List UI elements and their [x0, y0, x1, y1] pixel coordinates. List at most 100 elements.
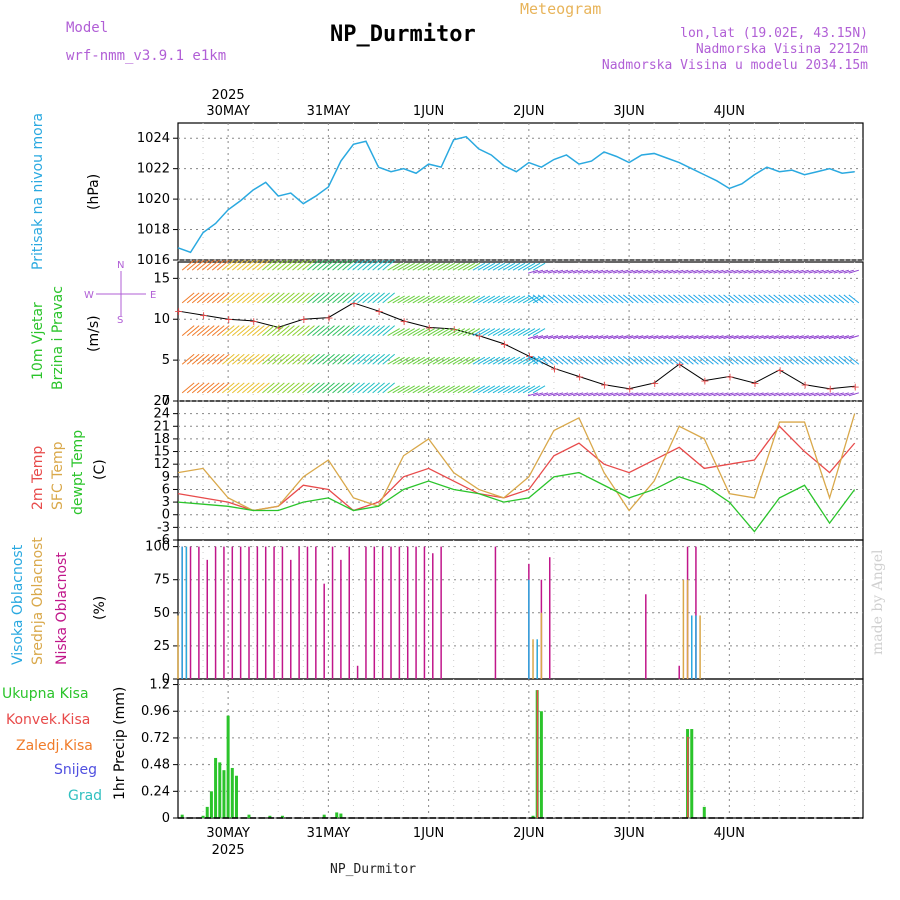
- wind-barb: [758, 335, 769, 340]
- wind-barb: [517, 385, 531, 394]
- wind-barb: [728, 335, 739, 340]
- wind-barb: [277, 353, 290, 365]
- wind-barb: [813, 335, 824, 340]
- wind-barb: [231, 353, 245, 365]
- temperature-ytick-label: 24: [153, 407, 170, 422]
- wind-barb: [698, 355, 709, 365]
- pressure-ytick-label: 1016: [137, 253, 170, 268]
- wind-barb: [337, 382, 350, 394]
- wind-barb: [778, 269, 789, 274]
- wind-barb: [367, 292, 380, 304]
- wind-barb: [552, 335, 564, 340]
- wind-barb: [688, 335, 699, 340]
- pressure-ytick-label: 1024: [137, 131, 170, 146]
- wind-barb: [317, 382, 330, 394]
- wind-barb: [673, 392, 684, 397]
- wind-barb: [527, 335, 539, 340]
- wind-barb: [221, 325, 235, 336]
- wind-barb: [532, 355, 544, 365]
- wind-barb: [617, 294, 629, 304]
- wind-barb: [482, 295, 496, 304]
- wind-barb: [708, 335, 719, 340]
- wind-barb: [302, 353, 315, 365]
- wind-barb: [247, 325, 260, 336]
- wind-barb: [322, 353, 335, 365]
- wind-barb: [573, 335, 584, 340]
- wind-barb: [527, 262, 541, 271]
- wind-barb: [613, 269, 624, 274]
- wind-barb: [236, 382, 250, 394]
- wind-barb: [567, 335, 579, 340]
- model-elevation: Nadmorska Visina u modelu 2034.15m: [601, 58, 868, 73]
- wind-barb: [267, 259, 280, 271]
- wind-barb: [287, 292, 300, 304]
- wind-barb: [292, 292, 305, 304]
- temperature-ytick-label: 9: [162, 470, 170, 485]
- temperature-ytick-label: -6: [157, 533, 170, 548]
- top-day-label: 3JUN: [613, 104, 644, 119]
- wind-barb: [598, 335, 609, 340]
- temp-2m-line: [177, 425, 856, 512]
- precip-ytick-label: 1.2: [149, 678, 170, 693]
- wind-barb: [287, 382, 300, 394]
- wind-barb: [392, 328, 405, 337]
- wind-barb: [377, 325, 390, 336]
- wind-barb: [267, 382, 280, 394]
- wind-barb: [833, 355, 845, 365]
- wind-barb: [522, 385, 536, 394]
- wind-barb: [262, 353, 275, 365]
- wind-barb: [462, 262, 476, 271]
- wind-barb: [181, 382, 195, 394]
- wind-gust-marker: +: [775, 364, 784, 377]
- wind-barb: [457, 295, 471, 304]
- wind-barb: [698, 335, 709, 340]
- wind-barb: [247, 259, 260, 271]
- wind-barb: [622, 294, 634, 304]
- wind-barb: [738, 269, 749, 274]
- wind-barb: [683, 355, 694, 365]
- wind-barb: [618, 269, 629, 274]
- wind-barb: [467, 262, 481, 271]
- cloud-unit: (%): [92, 596, 108, 620]
- wind-barb: [357, 292, 370, 304]
- wind-barb: [377, 292, 390, 304]
- temperature-ytick-label: 18: [153, 432, 170, 447]
- wind-barb: [422, 385, 436, 394]
- precip-total-bar: [201, 815, 205, 818]
- wind-barb: [713, 335, 724, 340]
- wind-barb: [653, 392, 664, 397]
- wind-barb: [221, 353, 235, 365]
- wind-barb: [603, 392, 614, 397]
- wind-barb: [798, 294, 810, 304]
- wind-barb: [527, 328, 541, 337]
- wind-barb: [597, 355, 609, 365]
- wind-barb: [618, 335, 629, 340]
- wind-barb: [387, 356, 400, 365]
- compass-icon: N S W E: [84, 260, 156, 326]
- wind-barb: [683, 269, 694, 274]
- wind-barb: [588, 269, 599, 274]
- wind-barb: [272, 382, 285, 394]
- compass-s: S: [117, 315, 123, 326]
- wind-barb: [537, 392, 549, 397]
- wind-barb: [412, 328, 425, 337]
- wind-barb: [477, 328, 491, 337]
- temp-sfc-line: [177, 413, 856, 512]
- wind-barb: [663, 269, 674, 274]
- wind-barb: [367, 353, 380, 365]
- wind-barb: [302, 292, 315, 304]
- precip-conv-bar: [687, 736, 689, 818]
- wind-gust-marker: +: [349, 297, 358, 310]
- wind-gust-marker: +: [750, 377, 759, 390]
- wind-barb: [216, 325, 230, 336]
- compass-n: N: [117, 260, 124, 271]
- wind-gust-marker: +: [450, 323, 459, 336]
- wind-barb: [753, 294, 764, 304]
- wind-barb: [688, 355, 699, 365]
- wind-barb: [437, 295, 451, 304]
- wind-barb: [216, 292, 230, 304]
- wind-barb: [186, 325, 200, 336]
- wind-barb: [407, 385, 420, 394]
- wind-barb: [583, 269, 594, 274]
